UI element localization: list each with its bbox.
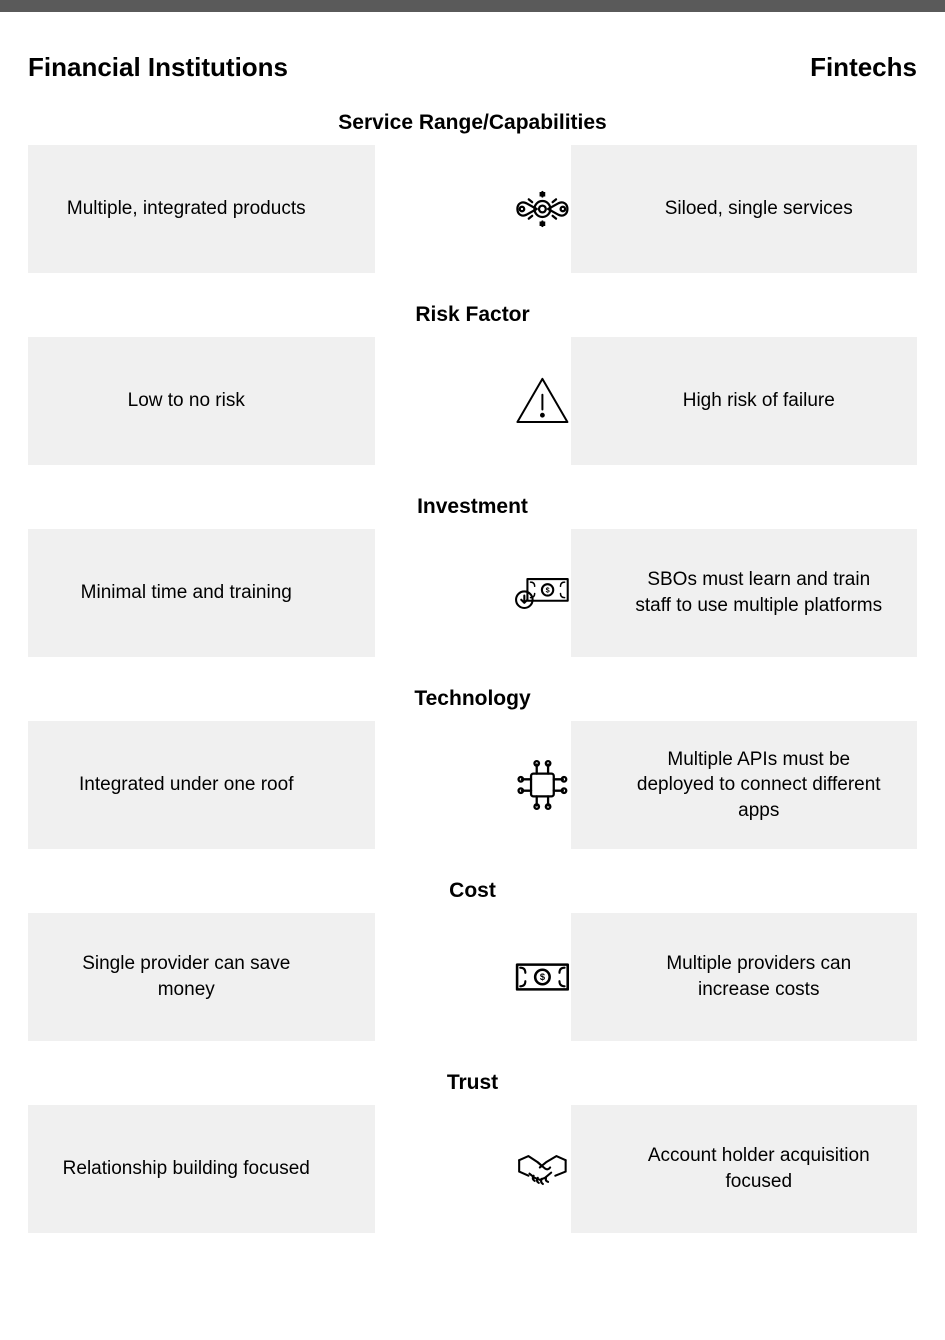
left-text: Multiple, integrated products [67, 196, 306, 222]
left-text: Integrated under one roof [79, 772, 293, 798]
section-title: Risk Factor [28, 303, 917, 327]
right-cell: SBOs must learn and train staff to use m… [571, 529, 918, 657]
right-text: Siloed, single services [665, 196, 853, 222]
right-cell: High risk of failure [571, 337, 918, 465]
section-title: Technology [28, 687, 917, 711]
gear-wrench-icon [514, 169, 571, 249]
svg-text:$: $ [545, 585, 549, 594]
section-title: Cost [28, 879, 917, 903]
right-cell: Siloed, single services [571, 145, 918, 273]
center-hex: $ [375, 529, 571, 657]
header-right: Fintechs [810, 52, 917, 83]
section-title: Investment [28, 495, 917, 519]
warning-icon [514, 361, 571, 441]
left-cell: Multiple, integrated products [28, 145, 375, 273]
section-title: Trust [28, 1071, 917, 1095]
left-cell: Relationship building focused [28, 1105, 375, 1233]
header-left: Financial Institutions [28, 52, 288, 83]
section-title: Service Range/Capabilities [28, 111, 917, 135]
center-hex [375, 721, 571, 849]
left-cell: Integrated under one roof [28, 721, 375, 849]
comparison-row: Low to no risk High risk of failure [28, 337, 917, 465]
right-cell: Multiple APIs must be deployed to connec… [571, 721, 918, 849]
center-hex: $ [375, 913, 571, 1041]
left-cell: Minimal time and training [28, 529, 375, 657]
right-text: SBOs must learn and train staff to use m… [631, 567, 888, 618]
right-text: Multiple APIs must be deployed to connec… [631, 747, 888, 824]
top-bar [0, 0, 945, 12]
dollar-bill-icon: $ [514, 937, 571, 1017]
comparison-row: Minimal time and training $ SBOs must le… [28, 529, 917, 657]
right-text: Multiple providers can increase costs [631, 951, 888, 1002]
left-cell: Single provider can save money [28, 913, 375, 1041]
left-text: Minimal time and training [81, 580, 292, 606]
left-text: Relationship building focused [63, 1156, 310, 1182]
handshake-icon [514, 1129, 571, 1209]
comparison-row: Relationship building focused Account ho… [28, 1105, 917, 1233]
left-text: Single provider can save money [58, 951, 315, 1002]
right-cell: Account holder acquisition focused [571, 1105, 918, 1233]
comparison-row: Multiple, integrated products Siloed, si… [28, 145, 917, 273]
chip-icon [514, 745, 571, 825]
money-down-icon: $ [514, 553, 571, 633]
center-hex [375, 1105, 571, 1233]
comparison-infographic: Financial Institutions Fintechs Service … [0, 12, 945, 1293]
comparison-row: Single provider can save money $ Multipl… [28, 913, 917, 1041]
svg-text:$: $ [540, 972, 546, 982]
right-text: Account holder acquisition focused [631, 1143, 888, 1194]
center-hex [375, 337, 571, 465]
comparison-row: Integrated under one roof Multiple APIs … [28, 721, 917, 849]
right-text: High risk of failure [683, 388, 835, 414]
left-text: Low to no risk [128, 388, 245, 414]
column-headers: Financial Institutions Fintechs [28, 52, 917, 83]
left-cell: Low to no risk [28, 337, 375, 465]
center-hex [375, 145, 571, 273]
right-cell: Multiple providers can increase costs [571, 913, 918, 1041]
